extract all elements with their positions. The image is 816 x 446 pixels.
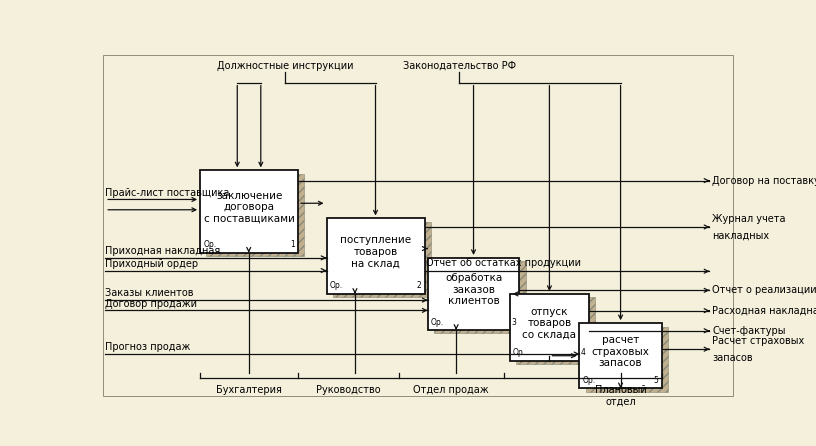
Text: Руководство: Руководство — [317, 385, 381, 395]
Bar — [579, 323, 662, 388]
Text: Прогноз продаж: Прогноз продаж — [105, 342, 191, 352]
Text: Договор продажи: Договор продажи — [105, 299, 197, 309]
Text: Расходная накладная: Расходная накладная — [712, 306, 816, 316]
Text: Заказы клиентов: Заказы клиентов — [105, 289, 193, 298]
Text: Ор.: Ор. — [513, 348, 526, 357]
Text: 1: 1 — [290, 240, 295, 249]
Bar — [206, 173, 304, 256]
Text: 4: 4 — [581, 348, 586, 357]
Bar — [434, 261, 526, 334]
Text: Приходная накладная: Приходная накладная — [105, 246, 220, 256]
Text: Плановый
отдел: Плановый отдел — [595, 385, 646, 406]
Text: Отчет о реализации продукции: Отчет о реализации продукции — [712, 285, 816, 295]
Text: 5: 5 — [654, 376, 659, 385]
Bar — [200, 170, 298, 253]
Text: Отдел продаж: Отдел продаж — [413, 385, 489, 395]
Text: Расчет страховых: Расчет страховых — [712, 336, 805, 346]
Text: запасов: запасов — [712, 353, 753, 363]
Text: заключение
договора
с поставщиками: заключение договора с поставщиками — [204, 191, 295, 224]
Text: 2: 2 — [417, 281, 421, 290]
Text: обработка
заказов
клиентов: обработка заказов клиентов — [445, 273, 502, 306]
Text: Должностные инструкции: Должностные инструкции — [217, 61, 353, 70]
Text: Бухгалтерия: Бухгалтерия — [215, 385, 282, 395]
Text: Счет-фактуры: Счет-фактуры — [712, 326, 786, 336]
Text: Договор на поставку: Договор на поставку — [712, 176, 816, 186]
Bar — [517, 297, 595, 364]
Bar — [428, 258, 519, 330]
Text: Приходный ордер: Приходный ордер — [105, 259, 198, 269]
Text: Журнал учета: Журнал учета — [712, 214, 786, 223]
Text: отпуск
товаров
со склада: отпуск товаров со склада — [522, 307, 576, 340]
Text: Ор.: Ор. — [203, 240, 216, 249]
Text: Ор.: Ор. — [431, 318, 444, 326]
Text: Прайс-лист поставщика: Прайс-лист поставщика — [105, 188, 229, 198]
Text: накладных: накладных — [712, 231, 769, 240]
Text: расчет
страховых
запасов: расчет страховых запасов — [592, 335, 650, 368]
Bar — [510, 294, 589, 361]
Bar — [586, 326, 668, 392]
Text: Отчет об остатках продукции: Отчет об остатках продукции — [426, 258, 581, 268]
Bar — [326, 219, 424, 294]
Text: поступление
товаров
на склад: поступление товаров на склад — [340, 235, 411, 268]
Text: Ор.: Ор. — [583, 376, 596, 385]
Text: 3: 3 — [512, 318, 517, 326]
Text: Ор.: Ор. — [330, 281, 343, 290]
Text: Законодательство РФ: Законодательство РФ — [403, 61, 516, 70]
Bar — [333, 222, 431, 297]
